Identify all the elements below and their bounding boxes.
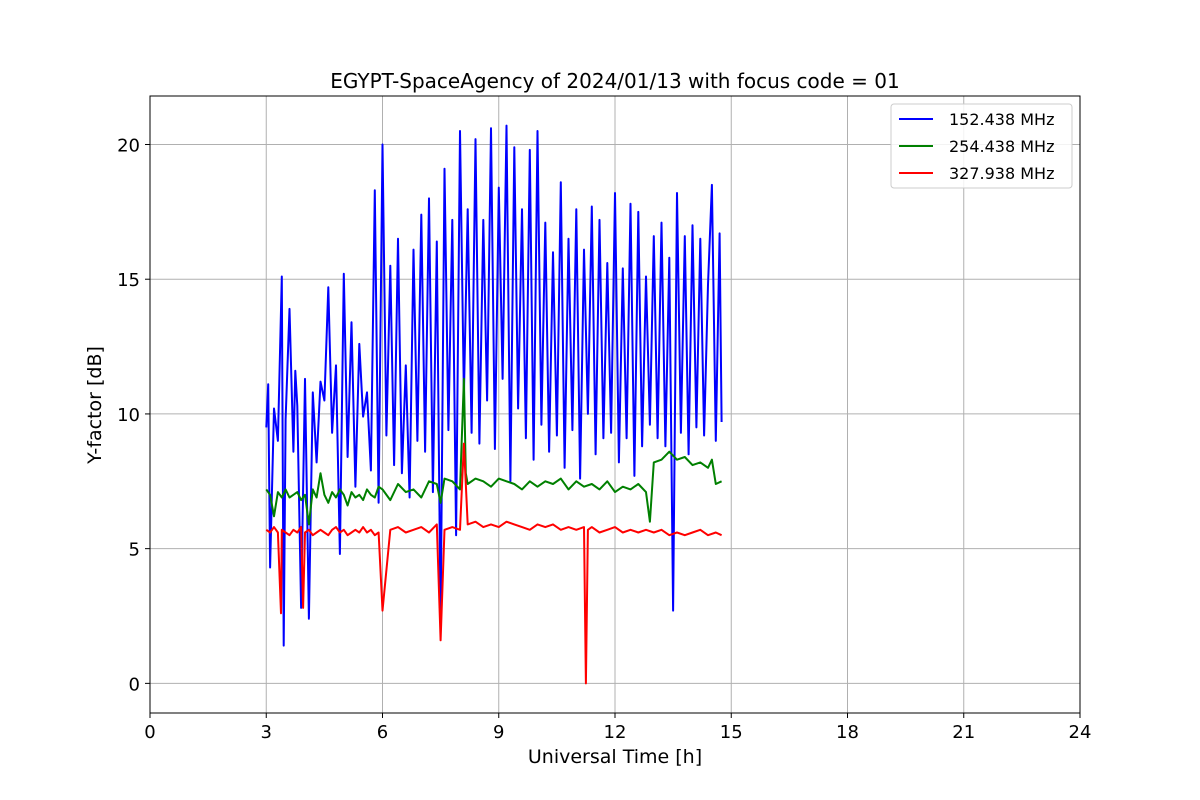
series-line-2: [265, 377, 723, 526]
x-tick-label: 15: [720, 722, 743, 743]
series-line-3: [265, 442, 723, 685]
x-tick-label: 21: [952, 722, 975, 743]
x-tick-label: 3: [261, 722, 272, 743]
x-tick-label: 24: [1069, 722, 1092, 743]
y-tick-label: 5: [129, 540, 140, 561]
series-line-1: [265, 124, 723, 647]
x-tick-label: 0: [144, 722, 155, 743]
x-tick-label: 6: [377, 722, 388, 743]
y-axis-title: Y-factor [dB]: [84, 346, 106, 465]
x-tick-label: 9: [493, 722, 504, 743]
y-tick-label: 15: [117, 270, 140, 291]
legend-label: 327.938 MHz: [949, 164, 1054, 183]
chart-title: EGYPT-SpaceAgency of 2024/01/13 with foc…: [330, 69, 899, 93]
series-group: [265, 124, 723, 685]
legend-label: 152.438 MHz: [949, 110, 1054, 129]
legend-label: 254.438 MHz: [949, 137, 1054, 156]
y-tick-label: 20: [117, 135, 140, 156]
y-tick-label: 10: [117, 405, 140, 426]
ticks: 0 3 6 9 12 15 18 21 24 0 5 10 15 20: [117, 135, 1091, 743]
x-axis-title: Universal Time [h]: [528, 746, 702, 768]
legend: 152.438 MHz 254.438 MHz 327.938 MHz: [890, 103, 1073, 189]
x-tick-label: 12: [604, 722, 627, 743]
y-tick-label: 0: [129, 674, 140, 695]
legend-box: [890, 103, 1073, 189]
x-tick-label: 18: [836, 722, 859, 743]
